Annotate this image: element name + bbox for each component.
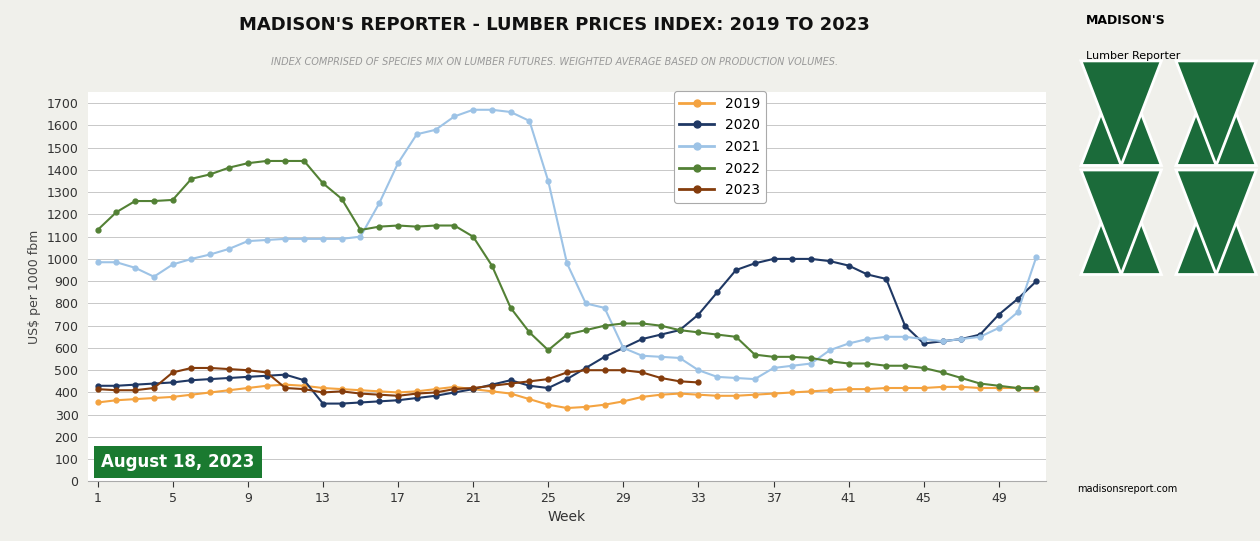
Text: MADISON'S REPORTER - LUMBER PRICES INDEX: 2019 TO 2023: MADISON'S REPORTER - LUMBER PRICES INDEX… bbox=[239, 16, 869, 34]
Polygon shape bbox=[1081, 61, 1162, 166]
Polygon shape bbox=[1176, 61, 1256, 166]
Polygon shape bbox=[1176, 170, 1256, 274]
Legend: 2019, 2020, 2021, 2022, 2023: 2019, 2020, 2021, 2022, 2023 bbox=[674, 91, 766, 203]
Polygon shape bbox=[1081, 170, 1162, 274]
Text: MADISON'S: MADISON'S bbox=[1086, 14, 1166, 27]
Text: INDEX COMPRISED OF SPECIES MIX ON LUMBER FUTURES. WEIGHTED AVERAGE BASED ON PROD: INDEX COMPRISED OF SPECIES MIX ON LUMBER… bbox=[271, 57, 838, 67]
Text: madisonsreport.com: madisonsreport.com bbox=[1077, 484, 1178, 494]
Y-axis label: US$ per 1000 fbm: US$ per 1000 fbm bbox=[28, 229, 42, 344]
Polygon shape bbox=[1176, 170, 1256, 274]
Polygon shape bbox=[1081, 170, 1162, 274]
Polygon shape bbox=[1081, 61, 1162, 166]
Text: August 18, 2023: August 18, 2023 bbox=[101, 453, 255, 471]
Polygon shape bbox=[1176, 61, 1256, 166]
Text: Lumber Reporter: Lumber Reporter bbox=[1086, 51, 1181, 61]
X-axis label: Week: Week bbox=[548, 511, 586, 524]
